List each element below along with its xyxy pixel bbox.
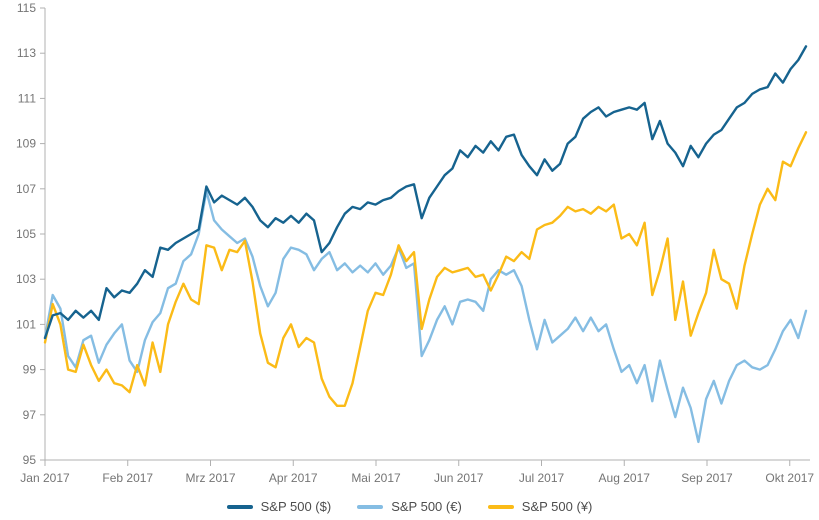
- legend-label-jpy: S&P 500 (¥): [521, 499, 593, 514]
- x-tick-label: Feb 2017: [102, 471, 153, 485]
- series-line-usd: [43, 45, 808, 340]
- x-tick-label: Aug 2017: [599, 471, 651, 485]
- series-line-jpy: [43, 131, 808, 407]
- y-tick-label: 95: [23, 453, 37, 467]
- y-tick-label: 113: [17, 46, 36, 60]
- y-tick-label: 109: [16, 137, 36, 151]
- x-tick-label: Apr 2017: [269, 471, 318, 485]
- y-tick-label: 111: [18, 91, 37, 105]
- legend-label-eur: S&P 500 (€): [391, 499, 462, 514]
- x-tick-label: Jul 2017: [519, 471, 565, 485]
- y-tick-label: 105: [16, 227, 36, 241]
- legend-item-usd: S&P 500 ($): [226, 499, 332, 514]
- x-tick-label: Jan 2017: [20, 471, 70, 485]
- x-tick-label: Sep 2017: [681, 471, 733, 485]
- x-tick-label: Mrz 2017: [185, 471, 235, 485]
- y-tick-label: 101: [16, 317, 36, 331]
- legend-swatch-eur: [357, 504, 384, 509]
- x-tick-label: Jun 2017: [434, 471, 484, 485]
- legend-item-jpy: S&P 500 (¥): [487, 499, 593, 514]
- legend-swatch-usd: [226, 504, 253, 509]
- legend-swatch-jpy: [487, 504, 514, 509]
- legend-item-eur: S&P 500 (€): [357, 499, 462, 514]
- chart-legend: S&P 500 ($) S&P 500 (€) S&P 500 (¥): [0, 499, 819, 514]
- line-chart: 95 97 99 101 103 105 107 109 111 113 115 Jan 2017 Fe…: [16, 1, 814, 485]
- y-tick-label: 97: [23, 408, 37, 422]
- x-tick-label: Okt 2017: [765, 471, 814, 485]
- y-tick-label: 115: [17, 1, 36, 15]
- series-line-eur: [43, 189, 808, 444]
- y-tick-label: 107: [16, 182, 36, 196]
- x-tick-label: Mai 2017: [351, 471, 401, 485]
- y-tick-label: 99: [23, 363, 37, 377]
- legend-label-usd: S&P 500 ($): [260, 499, 332, 514]
- y-tick-label: 103: [16, 272, 36, 286]
